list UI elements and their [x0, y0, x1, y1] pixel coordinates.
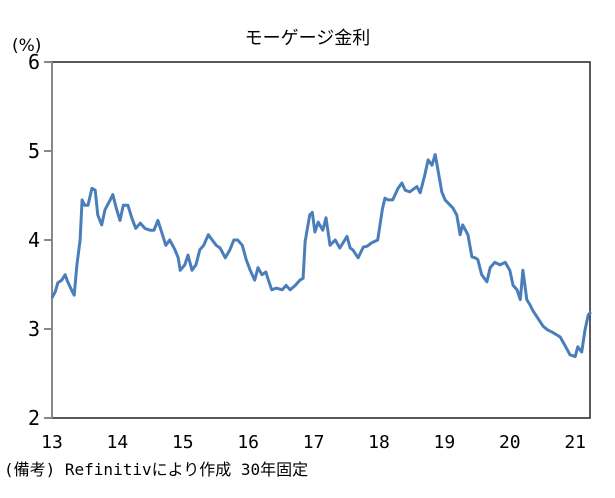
plot-area — [51, 61, 591, 419]
y-tick-label: 6 — [28, 50, 40, 74]
source-note: (備考) Refinitivにより作成 30年固定 — [4, 460, 309, 479]
y-tick-label: 2 — [28, 406, 40, 430]
x-tick-label: 21 — [564, 432, 586, 453]
x-tick-label: 14 — [107, 432, 129, 453]
x-tick-label: 15 — [172, 432, 194, 453]
x-tick-label: 18 — [368, 432, 390, 453]
x-tick-label: 19 — [434, 432, 456, 453]
x-tick-label: 17 — [303, 432, 325, 453]
series-line — [50, 153, 592, 359]
x-tick-label: 20 — [499, 432, 521, 453]
x-tick-label: 16 — [237, 432, 259, 453]
y-axis-unit-label: (%) — [12, 36, 42, 56]
x-tick-label: 13 — [41, 432, 63, 453]
y-tick-label: 3 — [28, 317, 40, 341]
chart-title: モーゲージ金利 — [244, 28, 371, 49]
y-tick-label: 5 — [28, 139, 40, 163]
y-tick-label: 4 — [28, 228, 40, 252]
